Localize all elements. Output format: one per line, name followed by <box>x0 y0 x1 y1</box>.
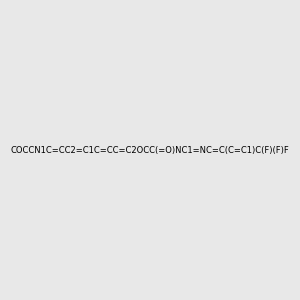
Text: COCCN1C=CC2=C1C=CC=C2OCC(=O)NC1=NC=C(C=C1)C(F)(F)F: COCCN1C=CC2=C1C=CC=C2OCC(=O)NC1=NC=C(C=C… <box>11 146 290 154</box>
